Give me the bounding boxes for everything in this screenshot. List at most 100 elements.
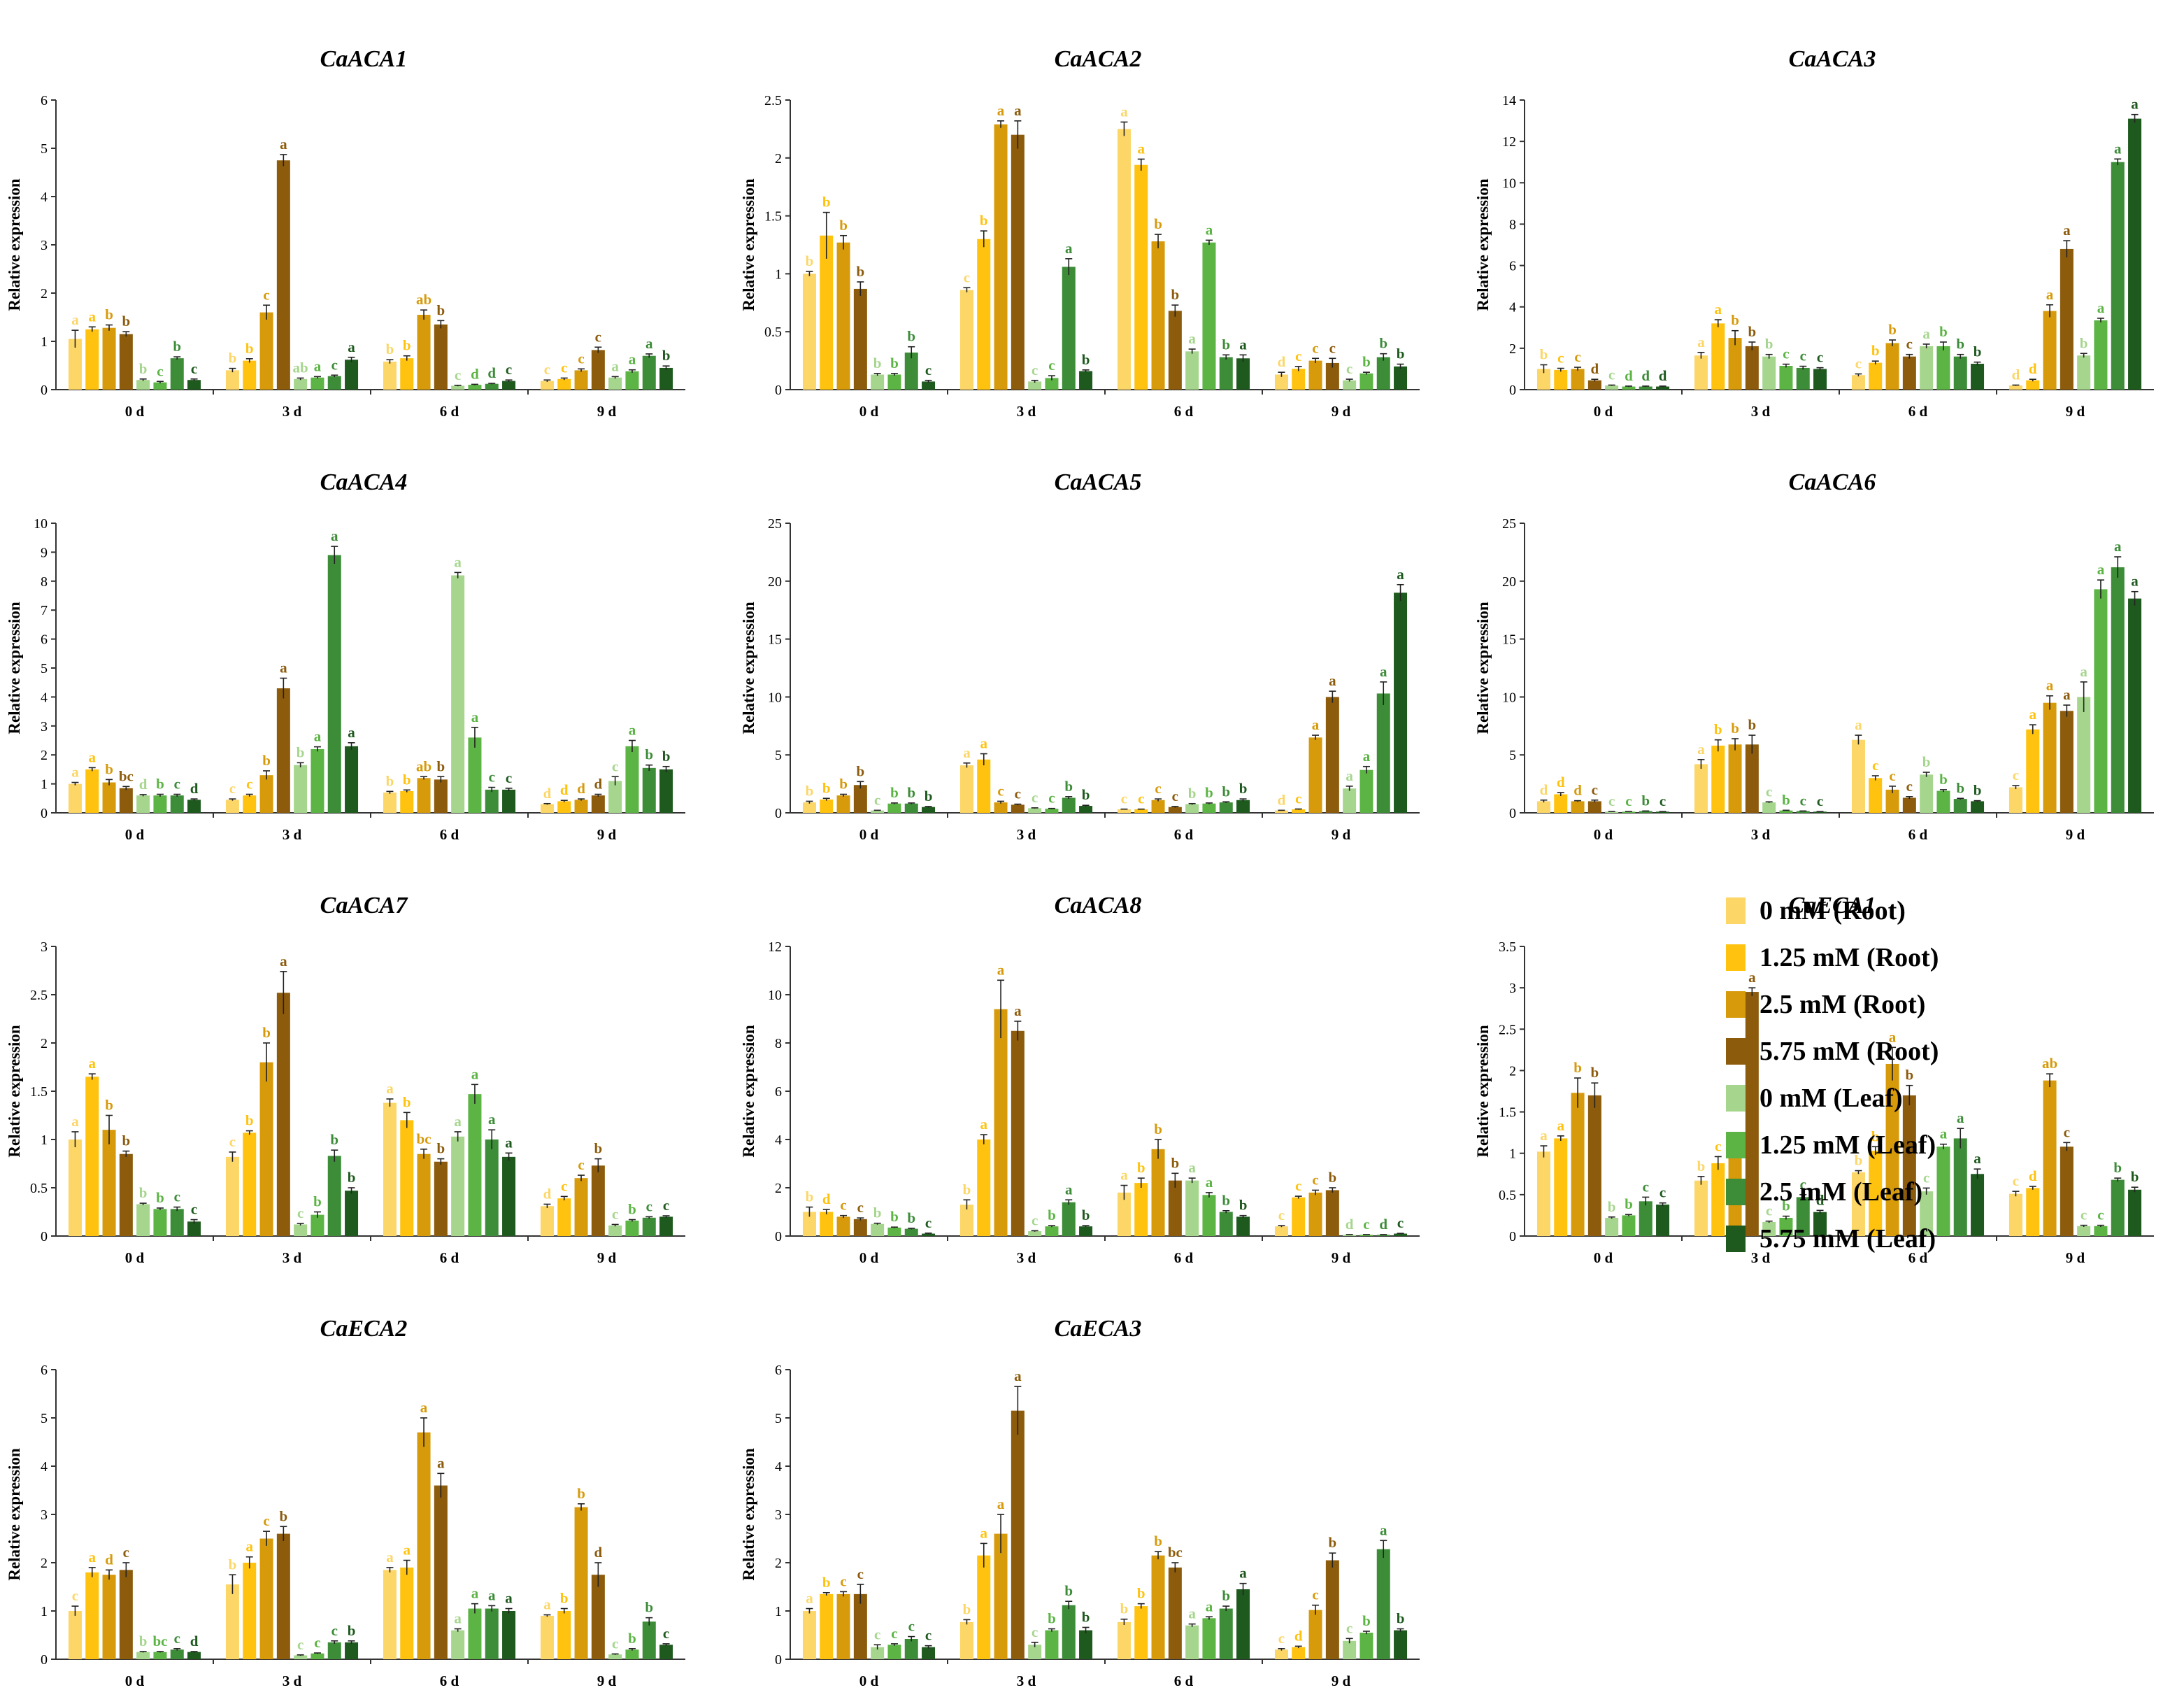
significance-letter: d — [594, 776, 603, 793]
bar — [1011, 1030, 1025, 1236]
significance-letter: b — [262, 1024, 271, 1041]
significance-letter: a — [89, 1549, 97, 1565]
significance-letter: c — [1329, 339, 1336, 356]
significance-letter: b — [1082, 786, 1090, 803]
y-tick-label: 20 — [1502, 574, 1516, 590]
bar — [485, 383, 499, 390]
significance-letter: c — [1312, 339, 1318, 356]
significance-letter: b — [1974, 782, 1982, 799]
significance-letter: a — [2131, 573, 2139, 590]
bar — [2077, 355, 2091, 390]
bar — [1376, 1549, 1390, 1659]
significance-letter: d — [1557, 774, 1565, 790]
y-axis-label: Relative expression — [740, 178, 757, 311]
significance-letter: c — [646, 1198, 652, 1214]
x-tick-label: 6 d — [1908, 826, 1928, 843]
bar — [502, 1156, 516, 1236]
bar — [451, 1630, 465, 1659]
legend-label: 5.75 mM (Leaf) — [1760, 1223, 1936, 1254]
significance-letter: b — [1625, 1195, 1633, 1212]
bar — [1079, 806, 1093, 813]
y-tick-label: 0.5 — [764, 325, 782, 340]
bar — [994, 1009, 1008, 1236]
bar — [2026, 1188, 2040, 1236]
legend-swatch-icon — [1726, 1037, 1746, 1065]
legend-item-leaf-1-25: 1.25 mM (Leaf) — [1726, 1121, 2118, 1168]
bar — [1971, 801, 1985, 813]
bar — [1622, 811, 1636, 813]
significance-letter: c — [874, 791, 880, 808]
significance-letter: bc — [1168, 1544, 1183, 1561]
significance-letter: a — [1065, 240, 1073, 257]
bar — [1219, 1608, 1233, 1659]
significance-letter: a — [1206, 221, 1213, 238]
bar — [327, 1642, 341, 1659]
bar — [1236, 358, 1250, 390]
significance-letter: a — [1957, 1109, 1964, 1126]
x-tick-label: 9 d — [2066, 403, 2085, 420]
significance-letter: c — [157, 362, 163, 379]
significance-letter: a — [2080, 663, 2087, 680]
bar — [1185, 804, 1199, 813]
legend-item-root-2-5: 2.5 mM (Root) — [1726, 981, 2118, 1028]
bar — [276, 1533, 290, 1659]
bar — [170, 795, 184, 813]
significance-letter: c — [578, 1156, 584, 1173]
x-tick-label: 6 d — [1908, 403, 1928, 420]
significance-letter: c — [1608, 366, 1615, 383]
bar — [1587, 380, 1601, 390]
significance-letter: a — [314, 728, 322, 745]
bar — [1151, 1149, 1165, 1236]
y-tick-label: 5 — [41, 141, 48, 157]
bar — [540, 1615, 554, 1659]
bar — [1236, 800, 1250, 813]
significance-letter: c — [506, 769, 512, 786]
significance-letter: c — [1032, 1212, 1038, 1228]
significance-letter: bc — [152, 1633, 167, 1649]
bar — [136, 795, 150, 813]
significance-letter: c — [1295, 1177, 1301, 1194]
significance-letter: a — [420, 1399, 428, 1416]
significance-letter: b — [662, 347, 671, 364]
legend-swatch-icon — [1726, 1225, 1746, 1252]
significance-letter: a — [1239, 336, 1247, 353]
bar — [1536, 801, 1550, 813]
significance-letter: a — [1065, 1181, 1073, 1198]
significance-letter: b — [403, 771, 411, 788]
significance-letter: a — [1188, 1159, 1196, 1176]
bar — [1134, 809, 1148, 813]
bar — [1554, 369, 1568, 390]
bar — [1394, 1630, 1408, 1659]
bar — [1359, 1633, 1373, 1659]
y-tick-label: 6 — [41, 93, 48, 108]
significance-letter: a — [1329, 672, 1336, 689]
significance-letter: b — [1591, 1064, 1599, 1081]
bar — [1885, 789, 1899, 813]
significance-letter: b — [1239, 780, 1248, 797]
significance-letter: c — [925, 1627, 932, 1644]
significance-letter: a — [454, 1113, 462, 1130]
significance-letter: c — [506, 361, 512, 378]
bar — [1554, 794, 1568, 813]
bar — [1325, 1560, 1339, 1659]
bar — [1639, 1201, 1653, 1236]
significance-letter: b — [139, 360, 148, 377]
significance-letter: a — [1940, 1126, 1948, 1142]
significance-letter: b — [1154, 1121, 1162, 1137]
significance-letter: c — [297, 1636, 304, 1653]
x-tick-label: 3 d — [283, 403, 302, 420]
chart-title: CaACA4 — [320, 469, 408, 495]
bar — [1745, 744, 1759, 813]
bar — [642, 767, 656, 813]
y-tick-label: 1 — [41, 334, 48, 350]
significance-letter: c — [1155, 780, 1161, 797]
significance-letter: bc — [417, 1130, 431, 1147]
bar — [1219, 357, 1233, 390]
bar — [922, 1647, 936, 1659]
significance-letter: c — [1312, 1586, 1318, 1603]
significance-letter: b — [1239, 1197, 1248, 1214]
significance-letter: b — [122, 313, 131, 329]
significance-letter: c — [612, 758, 618, 774]
